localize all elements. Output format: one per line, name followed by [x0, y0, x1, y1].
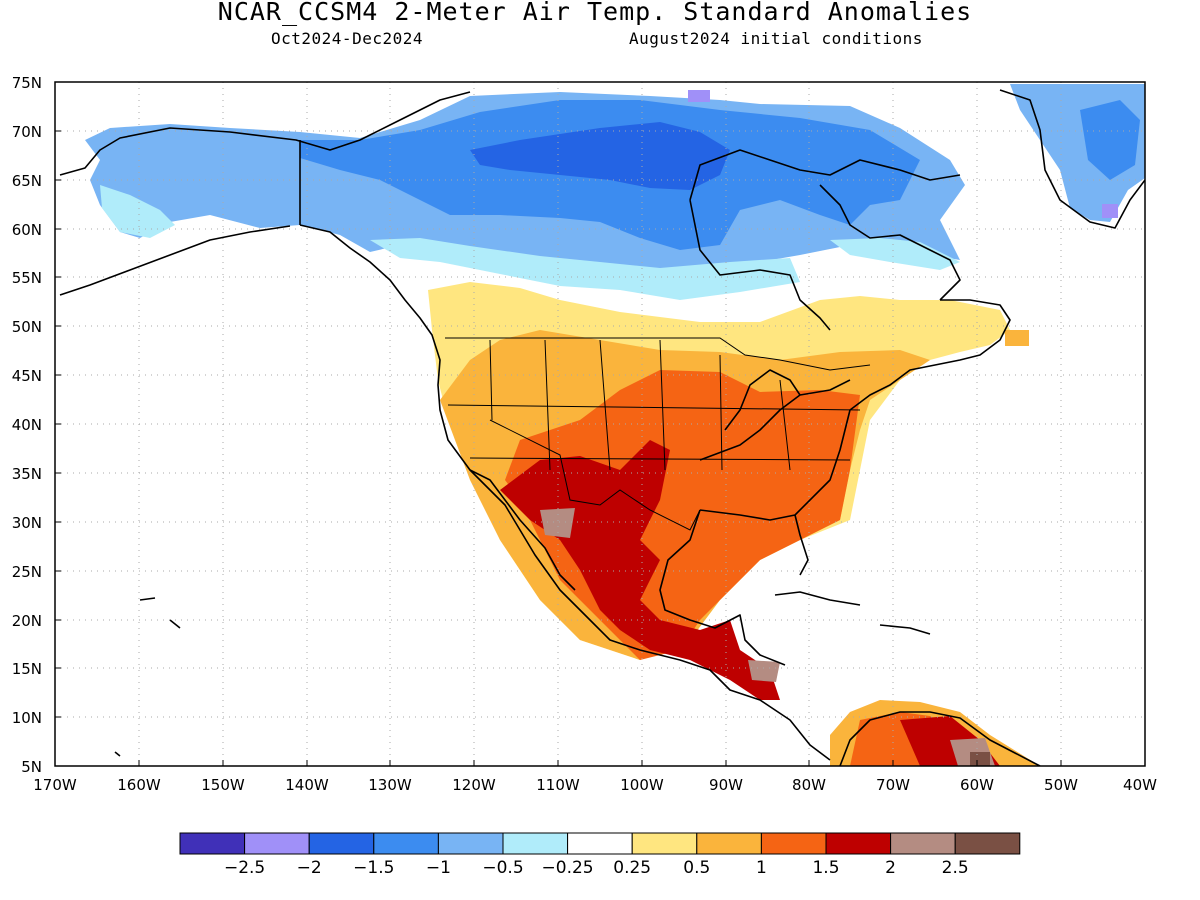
lat-label: 40N	[12, 416, 42, 434]
lat-label: 25N	[12, 563, 42, 581]
colorbar-swatch	[567, 832, 633, 855]
lon-label: 120W	[452, 776, 496, 794]
colorbar-swatch	[890, 832, 956, 855]
lon-label: 150W	[201, 776, 245, 794]
graticule	[55, 82, 1145, 766]
lon-label: 100W	[620, 776, 664, 794]
political-boundaries	[445, 337, 871, 531]
lon-label: 160W	[117, 776, 161, 794]
colorbar: −2.5 −2 −1.5 −1 −0.5 −0.25 0.25 0.5 1 1.5 2 2.5	[179, 832, 1021, 878]
lon-label: 110W	[536, 776, 580, 794]
greenland-cold-core	[1080, 100, 1140, 180]
colorbar-swatch	[760, 832, 827, 855]
colorbar-label: −1	[426, 858, 451, 878]
colorbar-label: 0.5	[683, 858, 710, 878]
lat-label: 35N	[12, 465, 42, 483]
colorbar-swatch	[308, 832, 375, 855]
lon-label: 140W	[285, 776, 329, 794]
longitude-ticks	[138, 760, 1062, 766]
cold-max-cell-greenland	[1102, 204, 1118, 218]
colorbar-label: −0.5	[482, 858, 523, 878]
colorbar-label: −0.25	[542, 858, 594, 878]
lat-label: 45N	[12, 367, 42, 385]
colorbar-label: −2	[297, 858, 322, 878]
colorbar-label: 0.25	[613, 858, 651, 878]
cold-region-hudson-east	[830, 238, 960, 270]
warm-newfoundland	[1005, 330, 1029, 346]
forecast-period: Oct2024-Dec2024	[271, 29, 423, 48]
warm-extreme-cell	[970, 752, 990, 766]
lat-label: 5N	[21, 758, 42, 776]
lat-label: 75N	[12, 74, 42, 92]
lat-label: 55N	[12, 269, 42, 287]
colorbar-label: 2.5	[942, 858, 969, 878]
lat-label: 15N	[12, 660, 42, 678]
colorbar-swatch	[502, 832, 569, 855]
lon-label: 130W	[368, 776, 412, 794]
latitude-ticks	[55, 130, 61, 718]
lon-label: 170W	[33, 776, 77, 794]
anomaly-field	[85, 84, 1145, 766]
lat-label: 60N	[12, 221, 42, 239]
lat-label: 30N	[12, 514, 42, 532]
lon-label: 80W	[792, 776, 826, 794]
lat-label: 50N	[12, 318, 42, 336]
warm-max-central-america	[748, 660, 780, 682]
colorbar-swatch	[179, 832, 246, 855]
colorbar-label: −2.5	[224, 858, 265, 878]
warm-region-red	[500, 440, 780, 700]
lon-label: 50W	[1044, 776, 1078, 794]
map-title: NCAR_CCSM4 2-Meter Air Temp. Standard An…	[217, 0, 973, 26]
coastlines	[59, 89, 1145, 766]
colorbar-swatch	[437, 832, 504, 855]
lat-label: 65N	[12, 172, 42, 190]
colorbar-label: 2	[885, 858, 896, 878]
initial-conditions: August2024 initial conditions	[629, 29, 923, 48]
colorbar-swatch	[825, 832, 892, 855]
cold-region-pale	[100, 185, 175, 238]
lon-label: 90W	[709, 776, 743, 794]
colorbar-label: 1.5	[812, 858, 839, 878]
cold-region-strong	[470, 122, 730, 190]
lon-label: 70W	[876, 776, 910, 794]
lat-label: 20N	[12, 612, 42, 630]
warm-max-mexico	[540, 508, 575, 538]
lon-label: 40W	[1123, 776, 1157, 794]
colorbar-label: 1	[756, 858, 767, 878]
lon-label: 60W	[960, 776, 994, 794]
colorbar-swatch	[631, 832, 698, 855]
lat-label: 70N	[12, 123, 42, 141]
colorbar-label: −1.5	[353, 858, 394, 878]
colorbar-swatch	[696, 832, 762, 855]
colorbar-swatch	[244, 832, 310, 855]
lat-label: 10N	[12, 709, 42, 727]
colorbar-swatch	[954, 832, 1021, 855]
cold-max-cell	[688, 90, 710, 102]
colorbar-swatch	[373, 832, 439, 855]
cold-region-pale-south	[370, 238, 800, 300]
